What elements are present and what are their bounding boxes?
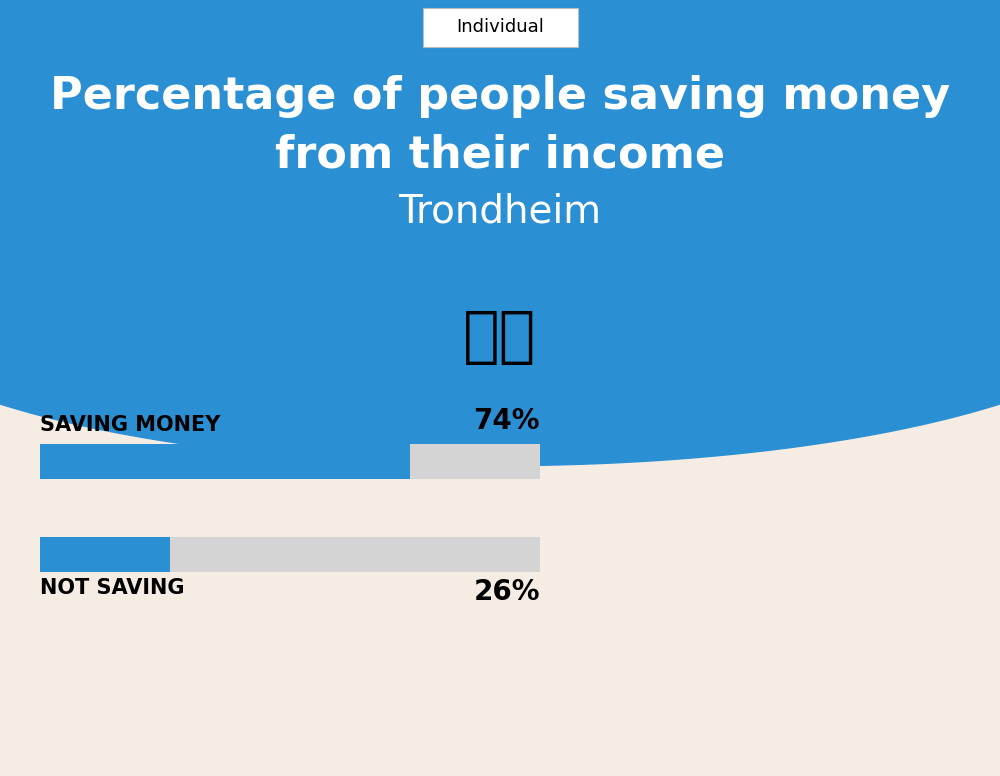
Text: SAVING MONEY: SAVING MONEY (40, 414, 220, 435)
Text: Percentage of people saving money: Percentage of people saving money (50, 75, 950, 119)
Text: 74%: 74% (474, 407, 540, 435)
Text: 🇳🇴: 🇳🇴 (463, 308, 537, 367)
Text: from their income: from their income (275, 133, 725, 177)
Bar (40, 538, 540, 573)
Bar (40, 538, 170, 573)
Text: Individual: Individual (456, 18, 544, 36)
Polygon shape (0, 0, 1000, 466)
FancyBboxPatch shape (422, 8, 578, 47)
Text: NOT SAVING: NOT SAVING (40, 578, 184, 598)
Text: Trondheim: Trondheim (398, 193, 602, 230)
Bar (40, 444, 540, 479)
Bar (40, 444, 410, 479)
Text: 26%: 26% (474, 578, 540, 606)
